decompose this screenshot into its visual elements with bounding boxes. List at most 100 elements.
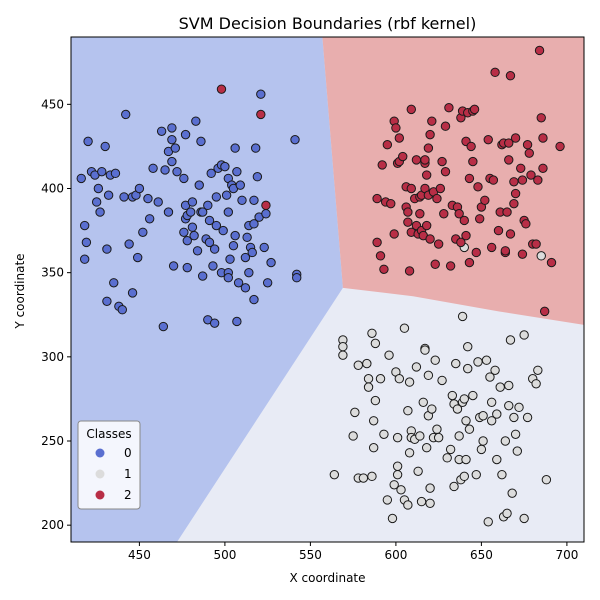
point-class-1-83: [478, 411, 488, 421]
point-class-1-20: [382, 495, 393, 505]
chart-title: SVM Decision Boundaries (rbf kernel): [179, 14, 477, 33]
point-class-2-17: [398, 151, 408, 162]
point-class-2-78: [483, 134, 493, 145]
point-class-0-95: [240, 252, 251, 263]
point-class-1-8: [358, 473, 369, 483]
plot-area: [70, 36, 585, 543]
point-class-1-19: [379, 429, 389, 439]
point-class-1-70: [459, 471, 469, 482]
point-class-1-35: [404, 448, 415, 458]
point-class-2-89: [502, 207, 512, 217]
point-class-2-94: [509, 177, 519, 187]
point-class-1-69: [459, 394, 469, 404]
point-class-1-60: [449, 481, 459, 492]
point-class-1-76: [464, 424, 475, 434]
point-class-1-15: [368, 416, 379, 426]
point-class-2-9: [382, 140, 393, 150]
point-class-2-83: [493, 225, 504, 236]
point-class-1-49: [425, 483, 435, 493]
point-class-1-91: [492, 454, 502, 465]
point-class-1-22: [387, 513, 398, 524]
point-class-1-96: [502, 508, 512, 519]
point-class-2-95: [509, 198, 519, 209]
point-class-1-32: [403, 500, 413, 510]
point-class-0-44: [179, 173, 189, 184]
point-class-2-90: [504, 155, 514, 165]
point-class-2-7: [379, 264, 389, 274]
point-class-1-84: [481, 355, 492, 365]
point-class-1-55: [433, 432, 444, 443]
point-class-0-13: [102, 244, 112, 254]
point-class-0-106: [252, 172, 263, 182]
point-class-0-31: [148, 163, 158, 174]
point-class-0-111: [262, 278, 273, 288]
point-class-2-71: [468, 156, 478, 167]
point-class-2-25: [406, 183, 416, 194]
point-class-2-110: [536, 113, 546, 123]
point-class-1-74: [463, 363, 473, 374]
point-class-1-6: [353, 360, 363, 370]
point-class-2-28: [411, 155, 422, 165]
point-class-1-65: [454, 431, 464, 441]
point-class-2-75: [474, 214, 485, 224]
point-class-2-77: [480, 195, 490, 205]
point-class-2-108: [533, 175, 543, 185]
point-class-0-82: [223, 273, 234, 283]
point-class-0-43: [172, 166, 182, 177]
point-class-1-11: [363, 382, 374, 392]
point-class-2-22: [404, 266, 415, 276]
point-class-0-4: [83, 136, 93, 147]
point-class-2-6: [377, 160, 387, 170]
point-class-0-17: [110, 168, 121, 179]
point-class-2-42: [425, 234, 435, 244]
point-class-2-99: [517, 175, 528, 185]
point-class-1-75: [463, 342, 473, 352]
point-class-0-103: [249, 195, 259, 205]
point-class-2-109: [534, 45, 545, 56]
point-class-2-112: [538, 163, 548, 174]
point-class-1-40: [413, 466, 423, 476]
point-class-0-97: [242, 232, 252, 243]
point-class-1-88: [486, 397, 497, 407]
point-class-0-73: [211, 192, 222, 202]
point-class-1-111: [536, 251, 546, 261]
point-class-0-101: [247, 247, 257, 258]
point-class-0-41: [167, 156, 177, 167]
point-class-2-39: [421, 220, 432, 231]
point-class-0-58: [194, 180, 204, 190]
region-class-0: [71, 37, 343, 542]
point-class-2-51: [439, 209, 449, 219]
axes-frame: [70, 36, 585, 543]
point-class-1-100: [507, 488, 517, 498]
point-class-2-53: [440, 121, 451, 131]
x-tick-label-550: 550: [299, 548, 322, 562]
point-class-1-45: [420, 345, 430, 355]
point-class-1-73: [461, 454, 471, 465]
point-class-2-88: [500, 246, 511, 256]
point-class-0-92: [233, 278, 244, 288]
point-class-2-52: [440, 166, 451, 177]
point-class-1-53: [430, 355, 440, 365]
point-class-2-49: [435, 183, 446, 194]
point-class-0-105: [250, 143, 261, 153]
point-class-0-72: [211, 220, 222, 231]
point-class-1-10: [363, 374, 374, 384]
point-class-1-34: [404, 377, 415, 387]
point-class-1-82: [478, 436, 488, 446]
decision-regions: [71, 37, 584, 542]
point-class-2-2: [261, 200, 271, 211]
point-class-0-102: [249, 219, 259, 229]
point-class-2-68: [464, 257, 475, 268]
point-class-1-41: [415, 431, 425, 441]
y-tick-label-300: 300: [41, 350, 64, 364]
point-class-0-27: [132, 252, 143, 263]
point-class-2-4: [372, 193, 382, 204]
point-class-1-103: [512, 446, 523, 456]
point-class-0-8: [93, 183, 104, 194]
point-class-1-106: [519, 513, 529, 524]
point-class-0-52: [186, 207, 196, 217]
point-class-0-115: [292, 273, 302, 283]
point-class-1-67: [457, 311, 468, 322]
point-class-2-91: [504, 138, 514, 148]
